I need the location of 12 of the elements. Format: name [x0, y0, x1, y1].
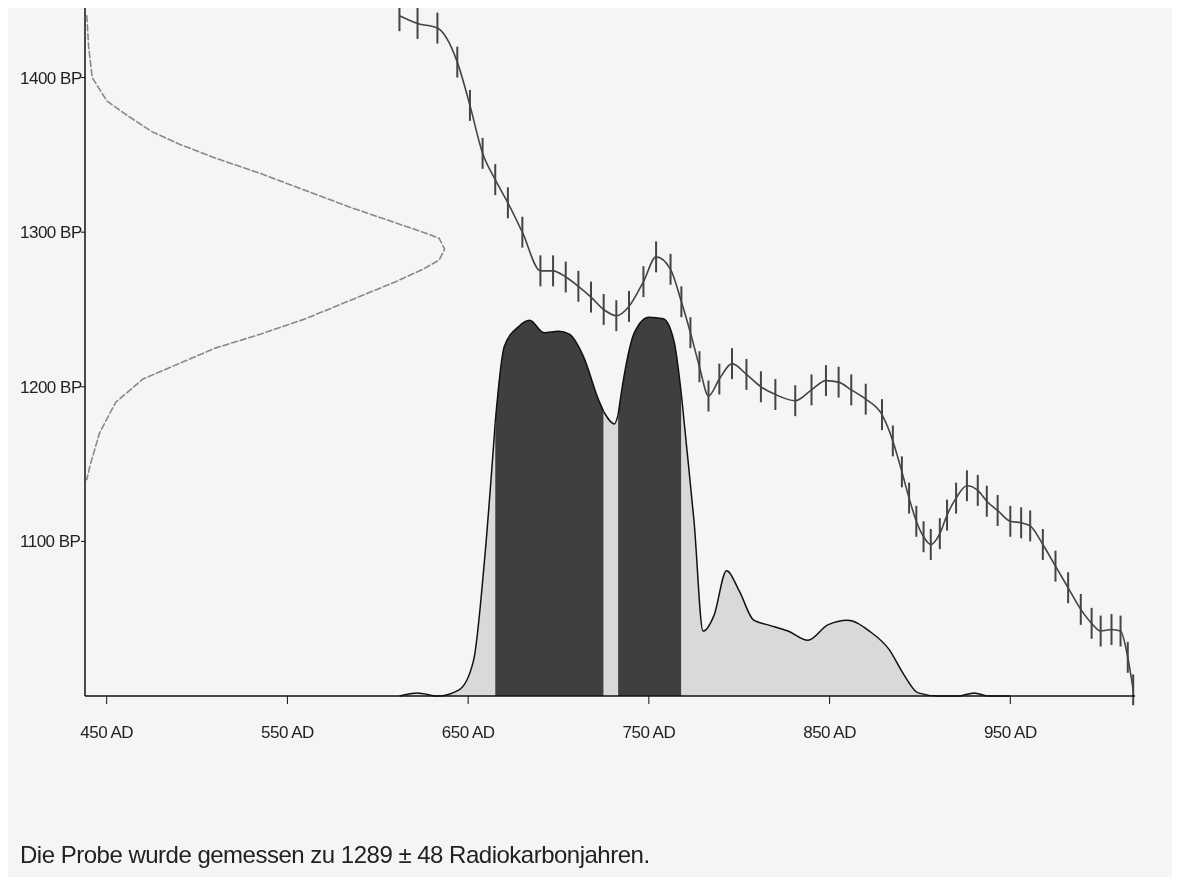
line-series	[86, 14, 446, 481]
x-tick-label: 650 AD	[441, 723, 495, 742]
x-tick-label: 450 AD	[80, 723, 134, 742]
y-tick-label: 1400 BP	[20, 68, 82, 88]
y-tick-label: 1100 BP	[20, 532, 81, 552]
x-tick-label: 850 AD	[803, 723, 857, 742]
y-tick-label: 1200 BP	[20, 377, 82, 397]
x-tick-label: 550 AD	[261, 723, 315, 742]
y-tick-label: 1300 BP	[20, 223, 82, 243]
x-tick-label: 950 AD	[983, 723, 1037, 742]
x-tick-label: 750 AD	[622, 723, 676, 742]
text: Die Probe wurde gemessen zu 1289 ± 48 Radiokarbonjahren.	[20, 841, 650, 868]
